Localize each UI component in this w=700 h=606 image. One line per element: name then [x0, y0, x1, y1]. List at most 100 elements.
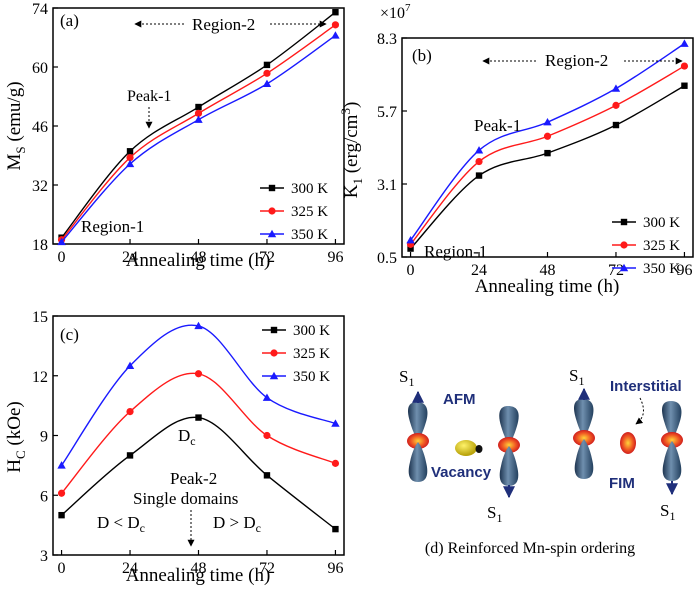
xtick-label: 72 — [259, 249, 275, 266]
data-point — [263, 69, 271, 77]
panel-c-left-condition-sub: c — [140, 521, 145, 535]
ytick-label: 74 — [32, 1, 48, 18]
panel-d-spin-diagram: S1 AFM Vacancy S1 S1 Interstitial FIM — [399, 366, 683, 557]
panel-b-ylabel-unit: (erg/cm — [341, 114, 362, 178]
xtick-label: 24 — [122, 560, 138, 577]
panel-c-single-domains-label: Single domains — [133, 489, 238, 508]
data-point — [612, 121, 620, 129]
panel-c-dc-main: D — [178, 426, 190, 445]
data-point — [332, 525, 339, 533]
data-point — [57, 461, 66, 469]
ytick-label: 3 — [40, 548, 48, 565]
legend-label: 350 K — [291, 227, 328, 243]
panel-a-peak1-label: Peak-1 — [127, 88, 171, 105]
data-point — [126, 408, 134, 416]
xtick-label: 72 — [608, 262, 624, 279]
xtick-label: 72 — [259, 560, 275, 577]
spin-label-1: S1 — [399, 367, 414, 389]
panel-b-ylabel-sub: 1 — [350, 178, 365, 185]
spin-down-orbital-2 — [661, 401, 683, 496]
panel-c-ticks: 0 24 48 72 96 3 6 9 12 15 — [32, 309, 343, 577]
data-point — [194, 370, 203, 378]
ytick-label: 60 — [32, 60, 48, 77]
data-point — [263, 61, 271, 69]
afm-label: AFM — [443, 391, 476, 408]
data-point — [475, 172, 483, 179]
xtick-label: 0 — [58, 249, 66, 266]
ytick-label: 32 — [32, 178, 48, 195]
panel-c-ylabel-unit: (kOe) — [4, 401, 25, 450]
panel-b-ylabel-exp: 3 — [338, 108, 353, 115]
data-point — [194, 109, 203, 117]
data-point — [681, 82, 688, 89]
legend-label: 325 K — [291, 204, 328, 220]
data-point — [262, 79, 272, 88]
panel-b-k1-chart: 0 24 48 72 96 0.5 3.1 5.7 8.3 300 K 325 K 350 K (b… — [338, 2, 694, 297]
spin-label-2: S1 — [487, 503, 502, 525]
xtick-label: 48 — [191, 249, 207, 266]
spin-label-3: S1 — [569, 366, 584, 388]
panel-d-caption: (d) Reinforced Mn-spin ordering — [425, 540, 635, 557]
spin-up-orbital-1 — [407, 390, 429, 482]
legend-marker — [620, 241, 628, 249]
data-point — [195, 103, 202, 111]
panel-c-xlabel: Annealing time (h) — [126, 565, 271, 586]
panel-b-series: 300 K 325 K 350 K — [406, 39, 689, 277]
data-point — [262, 393, 272, 401]
ytick-label: 6 — [40, 488, 48, 505]
xtick-label: 96 — [327, 249, 343, 266]
data-point — [543, 118, 552, 126]
panel-c-ylabel: HC (kOe) — [4, 401, 28, 472]
data-point — [125, 361, 135, 369]
panel-b-multiplier-base: ×10 — [380, 5, 405, 22]
panel-b-multiplier: ×107 — [380, 2, 411, 22]
legend-marker — [619, 263, 629, 272]
mn-atom-1 — [407, 433, 429, 449]
panel-b-ticks: 0 24 48 72 96 0.5 3.1 5.7 8.3 — [377, 31, 692, 279]
vacancy-label: Vacancy — [431, 464, 492, 481]
legend-label: 325 K — [293, 346, 330, 362]
data-point — [194, 115, 203, 123]
xtick-label: 96 — [327, 560, 343, 577]
data-point — [332, 9, 339, 16]
legend-marker — [269, 371, 279, 380]
spin-label-2-sub: 1 — [496, 511, 502, 525]
panel-c-right-condition-sub: c — [256, 521, 261, 535]
legend-marker — [270, 349, 278, 357]
data-point — [126, 148, 134, 155]
data-point — [126, 452, 134, 459]
mn-atom-3 — [573, 430, 595, 446]
panel-c-right-condition-main: D > D — [213, 513, 256, 532]
spin-down-orbital-1 — [498, 406, 520, 499]
data-point — [331, 459, 340, 467]
spin-label-4-main: S — [660, 501, 669, 520]
panel-a-region2-label: Region-2 — [192, 15, 255, 34]
xtick-label: 24 — [471, 262, 487, 279]
data-point — [331, 31, 340, 39]
data-point — [58, 511, 65, 519]
ytick-label: 3.1 — [377, 177, 397, 194]
panel-a-ylabel-unit: (emu/g) — [4, 81, 25, 146]
legend-label: 300 K — [293, 323, 330, 339]
panel-c-peak2-label: Peak-2 — [170, 469, 217, 488]
panel-a-label: (a) — [60, 11, 79, 30]
data-point — [475, 157, 483, 166]
xtick-label: 48 — [540, 262, 556, 279]
legend-label: 350 K — [293, 369, 330, 385]
ytick-label: 9 — [40, 429, 48, 446]
legend-marker — [270, 326, 278, 334]
data-point — [680, 39, 689, 47]
panel-b-ylabel-close: ) — [341, 102, 362, 108]
vacancy-atom — [455, 440, 477, 456]
data-point — [263, 472, 271, 479]
ytick-label: 5.7 — [377, 104, 397, 121]
xtick-label: 96 — [676, 262, 692, 279]
data-point — [612, 101, 620, 109]
spin-label-4: S1 — [660, 501, 675, 523]
interstitial-arrow — [635, 397, 644, 425]
ytick-label: 15 — [32, 309, 48, 326]
ytick-label: 0.5 — [377, 250, 397, 267]
legend-marker — [267, 229, 277, 238]
panel-c-label: (c) — [60, 325, 79, 344]
